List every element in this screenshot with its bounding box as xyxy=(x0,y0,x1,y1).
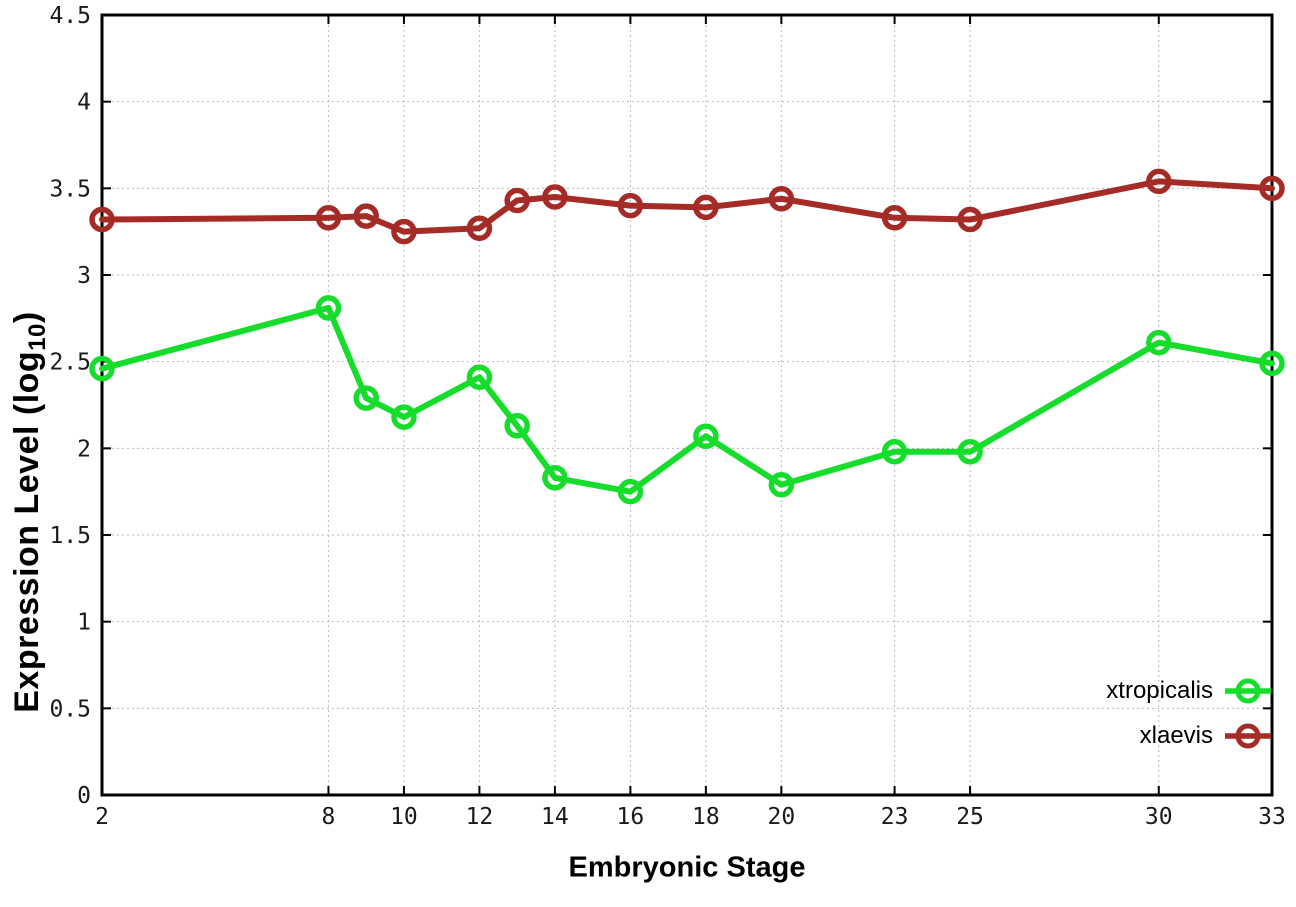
data-point-xtropicalis-stage-18 xyxy=(693,423,719,449)
data-point-xtropicalis-stage-30 xyxy=(1146,329,1172,356)
data-point-xtropicalis-stage-2 xyxy=(89,355,115,382)
legend-item-xlaevis: xlaevis xyxy=(1106,713,1272,758)
x-tick-label: 20 xyxy=(768,804,796,830)
x-tick-label: 18 xyxy=(692,804,720,830)
legend-item-xtropicalis: xtropicalis xyxy=(1106,668,1272,713)
y-axis-title-text: Expression Level (log xyxy=(8,350,46,713)
data-point-xlaevis-stage-2 xyxy=(89,206,115,233)
series-xtropicalis xyxy=(89,295,1285,505)
y-tick-label: 3.5 xyxy=(49,176,91,202)
legend: xtropicalis xlaevis xyxy=(1106,668,1272,758)
data-point-xlaevis-stage-16 xyxy=(617,192,644,219)
y-axis-title: Expression Level (log10) xyxy=(8,311,52,712)
legend-label-xtropicalis: xtropicalis xyxy=(1106,676,1213,704)
data-point-xlaevis-stage-8 xyxy=(315,205,342,231)
y-axis-title-subscript: 10 xyxy=(24,323,51,351)
x-tick-label: 8 xyxy=(322,804,336,830)
y-tick-label: 4.5 xyxy=(49,3,91,29)
x-tick-label: 23 xyxy=(881,804,909,830)
data-point-xlaevis-stage-23 xyxy=(881,205,908,231)
data-point-xtropicalis-stage-20 xyxy=(768,471,795,498)
data-point-xlaevis-stage-14 xyxy=(542,184,568,210)
data-point-xtropicalis-stage-12 xyxy=(466,364,493,391)
x-tick-label: 25 xyxy=(956,804,984,830)
y-tick-label: 0.5 xyxy=(49,696,91,722)
data-point-xlaevis-stage-25 xyxy=(957,206,983,233)
data-point-xlaevis-stage-9 xyxy=(353,203,379,229)
data-point-xlaevis-stage-30 xyxy=(1146,168,1172,195)
data-point-xtropicalis-stage-33 xyxy=(1259,350,1285,377)
y-tick-label: 1 xyxy=(77,610,91,636)
series-line-xtropicalis xyxy=(99,304,1275,495)
x-tick-label: 16 xyxy=(617,804,645,830)
legend-marker-xlaevis-icon xyxy=(1225,723,1271,748)
series-line-xlaevis xyxy=(99,178,1275,235)
data-point-xtropicalis-stage-10 xyxy=(391,404,417,430)
data-point-xtropicalis-stage-14 xyxy=(542,465,568,491)
data-point-xtropicalis-stage-25 xyxy=(957,439,983,465)
x-tick-label: 10 xyxy=(390,804,418,830)
data-point-xlaevis-stage-13 xyxy=(504,187,530,214)
legend-label-xlaevis: xlaevis xyxy=(1139,721,1213,749)
x-tick-label: 33 xyxy=(1258,804,1286,830)
data-point-xtropicalis-stage-16 xyxy=(617,478,644,505)
axis-ticks xyxy=(101,14,1273,796)
data-point-xtropicalis-stage-9 xyxy=(353,385,379,411)
y-tick-label: 2 xyxy=(77,436,91,462)
x-tick-label: 12 xyxy=(466,804,494,830)
data-point-xlaevis-stage-20 xyxy=(768,185,795,212)
legend-marker-xtropicalis-icon xyxy=(1225,678,1271,703)
plot-border xyxy=(100,13,1274,797)
x-tick-label: 2 xyxy=(95,804,109,830)
data-point-xlaevis-stage-10 xyxy=(391,218,417,245)
data-point-xlaevis-stage-33 xyxy=(1259,175,1285,202)
y-tick-label: 2.5 xyxy=(49,350,91,376)
y-tick-label: 0 xyxy=(77,783,91,809)
x-tick-label: 30 xyxy=(1145,804,1173,830)
y-tick-label: 4 xyxy=(77,90,91,116)
x-tick-labels: 2 8 10 12 14 16 18 20 23 25 30 33 xyxy=(95,804,1286,830)
x-axis-title: Embryonic Stage xyxy=(568,851,806,884)
data-point-xlaevis-stage-18 xyxy=(693,194,719,221)
data-point-xtropicalis-stage-13 xyxy=(504,413,530,439)
y-tick-label: 3 xyxy=(77,263,91,289)
series-xlaevis xyxy=(89,168,1285,245)
gridlines xyxy=(102,15,1272,795)
data-point-xlaevis-stage-12 xyxy=(466,215,493,241)
data-point-xtropicalis-stage-8 xyxy=(315,295,342,321)
y-tick-label: 1.5 xyxy=(49,523,91,549)
data-point-xtropicalis-stage-23 xyxy=(881,439,908,465)
x-tick-label: 14 xyxy=(541,804,569,830)
y-axis-title-close: ) xyxy=(8,311,46,324)
y-tick-labels: 0 0.5 1 1.5 2 2.5 3 3.5 4 4.5 xyxy=(49,3,91,809)
